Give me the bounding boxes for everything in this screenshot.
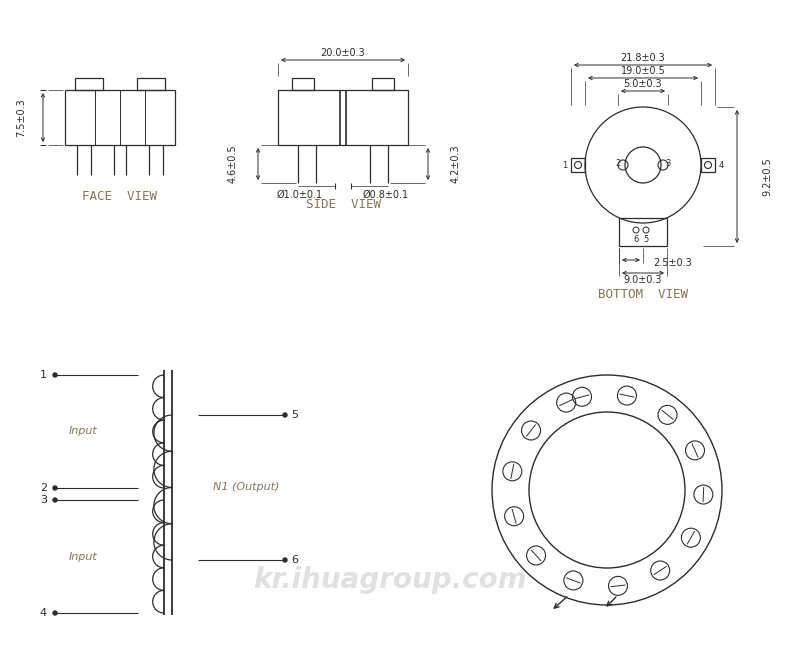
Text: 21.8±0.3: 21.8±0.3 [621,53,665,63]
Text: BOTTOM  VIEW: BOTTOM VIEW [598,288,688,301]
Circle shape [53,486,57,490]
Text: Input: Input [69,426,98,437]
Text: 2: 2 [615,159,621,167]
Text: FACE  VIEW: FACE VIEW [82,191,158,203]
Text: 4: 4 [719,161,724,170]
Text: 5.0±0.3: 5.0±0.3 [623,79,662,89]
Bar [619,218,667,246]
Text: 9.0±0.3: 9.0±0.3 [624,275,662,285]
Bar [137,78,165,90]
Text: 1: 1 [561,161,567,170]
Text: 19.0±0.5: 19.0±0.5 [621,66,665,76]
Text: Ø1.0±0.1: Ø1.0±0.1 [277,190,323,200]
Text: N1 (Output): N1 (Output) [213,483,279,492]
Text: 7.5±0.3: 7.5±0.3 [16,98,26,137]
Circle shape [283,413,287,417]
Text: 3: 3 [665,159,671,167]
Circle shape [53,498,57,502]
Bar [75,78,103,90]
Text: 3: 3 [40,495,47,505]
Bar [701,158,715,172]
Text: 2: 2 [40,483,47,493]
Text: 6: 6 [634,235,638,244]
Bar [292,78,314,90]
Text: 20.0±0.3: 20.0±0.3 [320,48,366,58]
Text: 5: 5 [643,235,649,244]
Circle shape [53,611,57,615]
Bar [372,78,394,90]
Text: Input: Input [69,551,98,562]
Circle shape [53,373,57,377]
Text: 4: 4 [40,608,47,618]
Bar [571,158,585,172]
Text: 6: 6 [291,555,298,565]
Text: SIDE  VIEW: SIDE VIEW [305,198,381,211]
Text: 5: 5 [291,410,298,420]
Circle shape [283,558,287,562]
Text: 4.6±0.5: 4.6±0.5 [228,145,238,183]
Bar [278,90,408,145]
Text: kr.ihuagroup.com: kr.ihuagroup.com [253,566,527,594]
Text: 1: 1 [40,370,47,380]
Text: 2.5±0.3: 2.5±0.3 [653,258,692,268]
Text: Ø0.8±0.1: Ø0.8±0.1 [363,190,409,200]
Text: 9.2±0.5: 9.2±0.5 [762,157,772,196]
Text: 4.2±0.3: 4.2±0.3 [451,145,461,183]
Bar [65,90,175,145]
